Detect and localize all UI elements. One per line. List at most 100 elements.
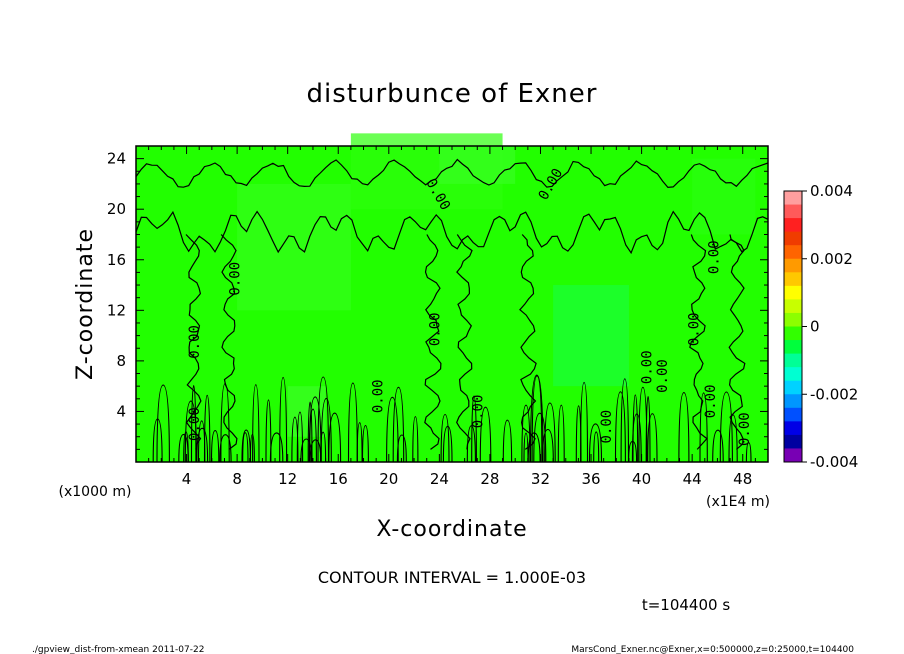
contour-line: [424, 234, 442, 450]
colorbar-segment: [784, 448, 802, 463]
contour-lines: [135, 158, 769, 463]
contour-line: [386, 396, 399, 463]
contour-label: 0.00: [187, 407, 203, 441]
contour-line: [328, 412, 342, 463]
contour-line: [620, 378, 630, 463]
time-label: t=104400 s: [642, 596, 730, 614]
contour-line: [317, 376, 330, 463]
contour-label: 0.00: [737, 412, 753, 446]
contour-line: [307, 401, 313, 463]
contour-line: [647, 413, 658, 463]
x-tick-label: 20: [379, 470, 398, 488]
contour-label: 0.00: [707, 240, 723, 274]
x-tick-label: 40: [632, 470, 651, 488]
contour-label: 0.00: [703, 384, 719, 418]
contour-line: [190, 385, 197, 463]
colorbar-segment: [784, 407, 802, 422]
contour-line: [203, 394, 211, 463]
colorbar-segment: [784, 312, 802, 327]
x-tick-label: 24: [430, 470, 449, 488]
footer-left: ./gpview_dist-from-xmean 2011-07-22: [32, 645, 204, 654]
chart-title: disturbunce of Exner: [307, 79, 598, 109]
contour-line: [197, 420, 206, 463]
contour-line: [471, 395, 477, 463]
contour-line: [614, 391, 626, 463]
colorbar-segment: [784, 394, 802, 409]
contour-line: [531, 375, 543, 463]
contour-line: [220, 234, 238, 450]
contour-line: [241, 429, 251, 463]
field-patch: [692, 158, 756, 235]
colorbar-segment: [784, 353, 802, 368]
contour-line: [645, 395, 651, 463]
contour-label: 0.00: [187, 325, 203, 359]
y-tick-label: 20: [107, 200, 126, 218]
y-tick-label: 24: [107, 150, 126, 168]
colorbar-segment: [784, 204, 802, 219]
colorbar-segment: [784, 367, 802, 382]
colorbar-segment: [784, 326, 802, 341]
contour-line: [593, 431, 600, 463]
contour-line: [728, 234, 746, 450]
contour-line: [557, 404, 565, 463]
contour-line: [580, 381, 589, 463]
contour-label: 0.00: [599, 410, 615, 444]
contour-line: [442, 425, 453, 463]
x-scale-label: (x1E4 m): [706, 494, 770, 510]
colorbar-tick-label: 0.002: [810, 250, 853, 268]
contour-label: 0.00: [655, 359, 671, 393]
colorbar-segment: [784, 421, 802, 436]
x-tick-label: 36: [581, 470, 600, 488]
contour-line: [479, 406, 492, 463]
colorbar-segment: [784, 218, 802, 233]
y-axis-label: Z-coordinate: [73, 228, 98, 380]
x-tick-label: 8: [232, 470, 242, 488]
plot-area: 0.000.000.000.000.000.000.00 0.000.000.00…: [135, 133, 769, 463]
y-tick-label: 8: [116, 352, 126, 370]
y-tick-label: 12: [107, 301, 126, 319]
contour-line: [456, 234, 473, 450]
contour-line: [361, 425, 369, 463]
contour-line: [628, 440, 638, 463]
colorbar-segment: [784, 285, 802, 300]
contour-line: [291, 416, 299, 463]
contour-label: 0.00: [370, 379, 386, 413]
x-tick-label: 12: [278, 470, 297, 488]
y-tick-label: 16: [107, 251, 126, 269]
contour-line: [466, 425, 476, 463]
contour-line: [265, 399, 272, 463]
contour-line: [178, 433, 189, 463]
colorbar-segment: [784, 340, 802, 355]
contour-line: [719, 391, 733, 463]
colorbar-segment: [784, 380, 802, 395]
contour-label: 0.00: [686, 312, 702, 346]
contour-interval-note: CONTOUR INTERVAL = 1.000E-03: [318, 568, 586, 587]
x-tick-label: 48: [733, 470, 752, 488]
contour-line: [529, 374, 544, 463]
colorbar-segment: [784, 434, 802, 449]
contour-label: 0.00: [640, 350, 656, 384]
contour-label: 0.00: [427, 312, 443, 346]
contour-line: [631, 413, 642, 463]
contour-line: [308, 396, 322, 463]
colorbar-segment: [784, 258, 802, 273]
contour-line: [521, 404, 531, 463]
contour-line: [249, 433, 255, 463]
field-patches: [237, 133, 756, 437]
contour-line: [728, 414, 738, 463]
contour-line: [279, 376, 288, 463]
contour-line: [533, 412, 547, 463]
contour-line: [185, 234, 202, 450]
y-tick-label: 4: [116, 402, 126, 420]
colorbar-tick-label: -0.002: [810, 385, 858, 403]
colorbar: [783, 190, 803, 463]
colorbar-segment: [784, 272, 802, 287]
contour-line: [320, 397, 332, 463]
contour-line: [219, 434, 232, 463]
contour-line: [396, 434, 407, 463]
field-patch: [553, 285, 629, 387]
colorbar-segment: [784, 245, 802, 260]
colorbar-tick-label: 0.004: [810, 182, 853, 200]
contour-line: [519, 234, 537, 450]
